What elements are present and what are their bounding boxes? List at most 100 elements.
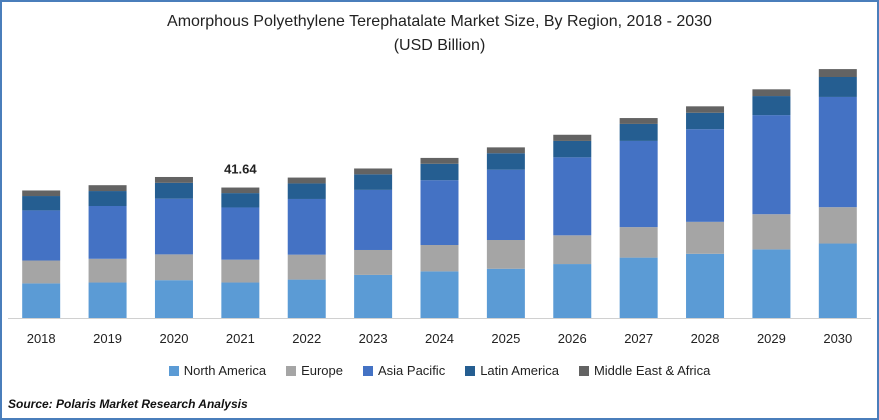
bar-2027-north-america <box>619 257 658 318</box>
bar-2022-latin-america <box>287 183 326 199</box>
bar-2025-middle-east-africa <box>486 147 525 154</box>
x-tick-label-2030: 2030 <box>823 331 852 346</box>
bar-2020-europe <box>154 254 193 281</box>
chart-title-block: Amorphous Polyethylene Terephatalate Mar… <box>0 10 879 58</box>
bar-2021-north-america <box>221 282 260 318</box>
legend-label: Middle East & Africa <box>593 363 711 378</box>
bar-2019-latin-america <box>88 191 127 207</box>
bar-2023-middle-east-africa <box>354 168 393 175</box>
x-tick-label-2022: 2022 <box>292 331 321 346</box>
legend-label: Asia Pacific <box>378 363 446 378</box>
bar-2024-latin-america <box>420 163 459 181</box>
bar-2030-latin-america <box>818 77 857 97</box>
x-tick-label-2026: 2026 <box>558 331 587 346</box>
bar-2028-middle-east-africa <box>686 106 725 113</box>
bar-2026-europe <box>553 235 592 265</box>
bar-2029-asia-pacific <box>752 115 791 215</box>
bar-2025-north-america <box>486 268 525 318</box>
legend-label: North America <box>183 363 267 378</box>
bar-2021-latin-america <box>221 193 260 208</box>
source-note: Source: Polaris Market Research Analysis <box>8 397 248 411</box>
bar-2018-north-america <box>22 283 61 318</box>
legend-swatch <box>168 365 179 376</box>
bar-2026-middle-east-africa <box>553 134 592 141</box>
bar-2026-latin-america <box>553 140 592 158</box>
legend-swatch <box>578 365 589 376</box>
bar-2030-middle-east-africa <box>818 69 857 78</box>
bar-2026-asia-pacific <box>553 157 592 236</box>
bar-2020-north-america <box>154 280 193 318</box>
x-tick-label-2018: 2018 <box>27 331 56 346</box>
bar-2028-north-america <box>686 253 725 318</box>
bar-2025-europe <box>486 240 525 269</box>
bar-2019-europe <box>88 258 127 283</box>
chart-title: Amorphous Polyethylene Terephatalate Mar… <box>167 13 712 30</box>
x-tick-label-2020: 2020 <box>160 331 189 346</box>
x-tick-label-2027: 2027 <box>624 331 653 346</box>
legend-item-middle-east-africa: Middle East & Africa <box>578 363 711 378</box>
bar-2024-europe <box>420 244 459 272</box>
bar-2019-asia-pacific <box>88 206 127 259</box>
bar-2029-europe <box>752 214 791 250</box>
x-tick-label-2028: 2028 <box>691 331 720 346</box>
bar-2023-asia-pacific <box>354 189 393 250</box>
legend-swatch <box>363 365 373 376</box>
bar-2023-north-america <box>354 274 393 318</box>
bar-2029-north-america <box>752 249 791 318</box>
bar-2028-europe <box>686 221 725 254</box>
bar-2022-middle-east-africa <box>287 177 326 184</box>
bar-2027-europe <box>619 227 658 258</box>
bar-2024-north-america <box>420 271 459 318</box>
bar-2027-middle-east-africa <box>619 118 658 124</box>
bar-2023-latin-america <box>354 174 393 190</box>
bar-2023-europe <box>354 249 393 275</box>
bar-2021-middle-east-africa <box>221 187 260 194</box>
bar-2021-europe <box>221 259 260 283</box>
legend-swatch <box>286 365 297 376</box>
bar-2020-middle-east-africa <box>154 176 193 183</box>
x-tick-label-2024: 2024 <box>425 331 454 346</box>
legend-label: Latin America <box>480 363 559 378</box>
bar-2027-asia-pacific <box>619 140 658 228</box>
bar-2025-asia-pacific <box>486 169 525 241</box>
chart-subtitle: (USD Billion) <box>393 37 486 54</box>
bar-2019-north-america <box>88 282 127 318</box>
bar-2020-latin-america <box>154 182 193 199</box>
bar-2018-asia-pacific <box>22 210 61 261</box>
legend-swatch <box>465 365 476 376</box>
x-tick-label-2029: 2029 <box>757 331 786 346</box>
data-label-2021: 41.64 <box>224 162 257 177</box>
legend-item-latin-america: Latin America <box>465 363 559 378</box>
bar-2030-europe <box>818 207 857 244</box>
bar-2024-middle-east-africa <box>420 157 459 164</box>
bar-2030-asia-pacific <box>818 96 857 208</box>
bar-2027-latin-america <box>619 123 658 141</box>
bar-2029-latin-america <box>752 96 791 116</box>
bar-2024-asia-pacific <box>420 180 459 245</box>
bar-2018-latin-america <box>22 196 61 211</box>
bar-2022-europe <box>287 254 326 280</box>
bar-2026-north-america <box>553 264 592 318</box>
bar-2030-north-america <box>818 243 857 318</box>
bar-2025-latin-america <box>486 153 525 170</box>
stacked-bar-chart: 2018 2019 2020 2021 41.64 2022 2023 2024 2025 202… <box>8 69 871 346</box>
bar-2029-middle-east-africa <box>752 89 791 97</box>
x-tick-label-2023: 2023 <box>359 331 388 346</box>
bar-2028-latin-america <box>686 112 725 130</box>
legend-label: Europe <box>301 363 343 378</box>
bar-2020-asia-pacific <box>154 198 193 255</box>
bar-2028-asia-pacific <box>686 129 725 222</box>
bar-2019-middle-east-africa <box>88 185 127 192</box>
bar-2022-north-america <box>287 279 326 318</box>
legend-item-asia-pacific: Asia Pacific <box>363 363 445 378</box>
bar-2021-asia-pacific <box>221 207 260 260</box>
legend-item-north-america: North America <box>168 363 267 378</box>
chart-legend: North America Europe Asia Pacific Latin Ame… <box>0 363 879 379</box>
bar-2018-europe <box>22 260 61 284</box>
legend-item-europe: Europe <box>286 363 343 378</box>
x-tick-label-2025: 2025 <box>491 331 520 346</box>
x-tick-label-2021: 2021 <box>226 331 255 346</box>
bar-2018-middle-east-africa <box>22 190 61 197</box>
bar-2022-asia-pacific <box>287 198 326 255</box>
x-tick-label-2019: 2019 <box>93 331 122 346</box>
